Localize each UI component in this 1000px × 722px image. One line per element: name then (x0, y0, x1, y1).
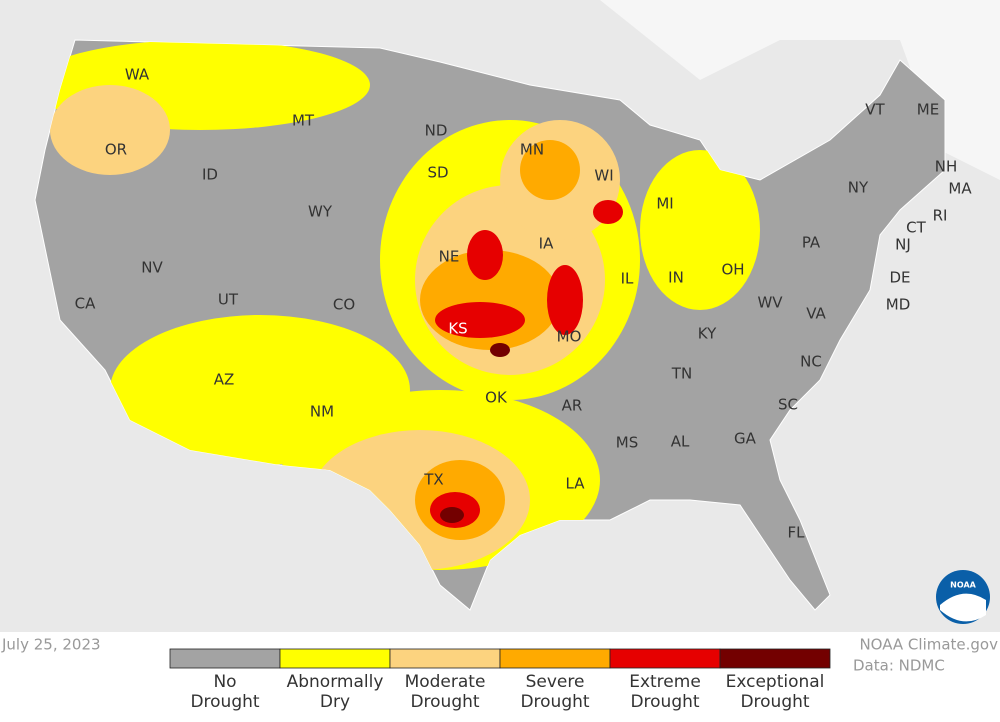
state-label: SC (778, 396, 798, 414)
logo-wave (940, 593, 986, 622)
water (600, 0, 1000, 180)
extreme-area (435, 302, 525, 338)
state-label: NV (141, 259, 163, 277)
state-label: MN (520, 141, 544, 159)
state-label: ME (917, 101, 939, 119)
state-label: UT (218, 291, 239, 309)
state-label: KY (698, 325, 717, 343)
state-label: AL (671, 433, 690, 451)
state-label: IL (621, 270, 634, 288)
legend-label: Severe (526, 672, 585, 692)
state-label: MS (616, 434, 638, 452)
state-label: ND (425, 122, 448, 140)
state-label: NM (310, 403, 334, 421)
legend-swatch (389, 648, 501, 669)
state-label: ID (202, 166, 218, 184)
state-label: OH (721, 261, 744, 279)
state-label: VT (865, 101, 885, 119)
extreme-area (593, 200, 623, 224)
dry-area (640, 150, 760, 310)
legend-swatch (169, 648, 281, 669)
moderate-area (50, 85, 170, 175)
state-labels: WA OR CA NV ID MT WY UT AZ CO NM ND SD NE KS OK TX MN IA MO… (75, 66, 973, 542)
state-label: CT (906, 219, 926, 237)
legend-swatch (719, 648, 831, 669)
state-label: TX (423, 471, 443, 489)
state-label: KS (448, 320, 467, 338)
state-label: MO (557, 328, 582, 346)
legend-swatch (609, 648, 721, 669)
state-label: AR (562, 397, 583, 415)
legend-label: Drought (740, 692, 809, 712)
state-label: DE (889, 269, 910, 287)
state-label: CA (75, 295, 96, 313)
state-label: NE (439, 248, 460, 266)
state-label: AZ (214, 371, 235, 389)
state-label: IA (539, 235, 554, 253)
state-label: CO (333, 296, 355, 314)
state-label: WI (594, 167, 613, 185)
state-label: IN (668, 269, 684, 287)
state-label: MI (656, 195, 673, 213)
legend: NoDroughtAbnormallyDryModerateDroughtSev… (169, 648, 831, 712)
state-label: NY (848, 179, 869, 197)
state-label: VA (806, 305, 826, 323)
state-label: NC (800, 353, 822, 371)
state-label: LA (566, 475, 586, 493)
state-label: OR (105, 141, 127, 159)
legend-label: Dry (320, 692, 350, 712)
legend-label: No (213, 672, 236, 692)
legend-label: Drought (520, 692, 589, 712)
legend-label: Drought (410, 692, 479, 712)
state-label: WV (757, 294, 783, 312)
state-label: OK (485, 389, 508, 407)
exceptional-area (490, 343, 510, 357)
state-label: WY (308, 203, 333, 221)
state-label: WA (125, 66, 150, 84)
legend-label: Abnormally (287, 672, 384, 692)
footer-background (0, 632, 1000, 718)
credit: NOAA Climate.gov (859, 636, 998, 654)
state-label: GA (734, 430, 757, 448)
state-label: NH (935, 158, 958, 176)
state-label: TN (671, 365, 692, 383)
extreme-area (467, 230, 503, 280)
legend-label: Extreme (629, 672, 701, 692)
extreme-area (547, 265, 583, 335)
credit: Data: NDMC (853, 657, 945, 675)
legend-swatch (499, 648, 611, 669)
date: July 25, 2023 (1, 636, 101, 654)
state-label: RI (933, 207, 948, 225)
state-label: PA (802, 234, 821, 252)
legend-label: Moderate (405, 672, 486, 692)
legend-label: Drought (190, 692, 259, 712)
state-label: NJ (895, 236, 911, 254)
logo-text: NOAA (950, 581, 976, 590)
state-label: MT (292, 112, 315, 130)
exceptional-area (440, 507, 464, 523)
legend-swatch (279, 648, 391, 669)
legend-label: Drought (630, 692, 699, 712)
legend-label: Exceptional (726, 672, 825, 692)
drought-areas (35, 40, 760, 570)
state-label: MA (948, 180, 972, 198)
state-label: FL (788, 524, 806, 542)
state-label: SD (427, 164, 448, 182)
severe-area (520, 140, 580, 200)
state-label: MD (886, 296, 911, 314)
